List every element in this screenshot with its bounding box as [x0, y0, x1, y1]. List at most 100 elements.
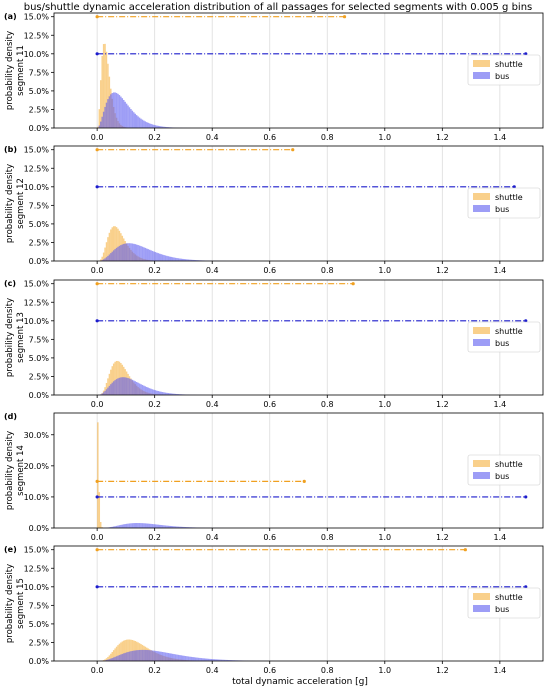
bus-bar	[142, 120, 143, 128]
bus-bar	[117, 656, 118, 661]
bus-bar	[130, 109, 131, 128]
bus-bar	[122, 244, 123, 261]
x-tick-label: 0.4	[206, 666, 219, 675]
y-tick-label: 5.0%	[29, 620, 50, 629]
bus-range-marker	[96, 185, 99, 188]
bus-bar	[130, 651, 131, 661]
bus-bar	[158, 525, 159, 528]
y-tick-label: 10.0%	[24, 50, 50, 59]
bus-bar	[162, 392, 163, 395]
x-tick-label: 0.2	[148, 533, 161, 542]
shuttle-range-marker	[96, 282, 99, 285]
shuttle-range-marker	[303, 480, 306, 483]
bus-bar	[155, 390, 156, 395]
bus-bar	[170, 654, 171, 661]
x-tick-label: 1.4	[493, 400, 506, 409]
bus-bar	[124, 377, 125, 395]
bus-bar	[112, 658, 113, 661]
y-axis-label: probability density	[5, 164, 15, 243]
x-tick-label: 0.4	[206, 133, 219, 142]
x-tick-label: 1.0	[378, 666, 391, 675]
bus-bar	[122, 98, 123, 128]
bus-bar	[101, 117, 102, 128]
y-tick-label: 20.0%	[24, 462, 50, 471]
bus-bar	[130, 243, 131, 261]
y-tick-label: 10.0%	[24, 317, 50, 326]
bus-bar	[142, 247, 143, 261]
legend-swatch-bus	[473, 472, 490, 479]
bus-bar	[150, 124, 151, 128]
bus-bar	[194, 657, 195, 661]
bus-bar	[104, 391, 105, 395]
y-tick-label: 2.5%	[29, 372, 50, 381]
bus-bar	[137, 523, 138, 528]
bus-bar	[143, 650, 144, 661]
bus-bar	[124, 653, 125, 661]
legend-label-shuttle: shuttle	[495, 593, 523, 602]
bus-bar	[129, 523, 130, 528]
bus-bar	[117, 247, 118, 261]
bus-bar	[123, 524, 124, 528]
legend-label-bus: bus	[495, 205, 509, 214]
bus-bar	[133, 244, 134, 261]
bus-bar	[120, 245, 121, 261]
y-tick-label: 0.0%	[29, 124, 50, 133]
bus-bar	[146, 650, 147, 661]
y-axis-sublabel: segment 15	[16, 578, 26, 629]
bus-bar	[147, 123, 148, 128]
bus-bar	[133, 651, 134, 661]
x-tick-label: 0.0	[91, 533, 104, 542]
bus-bar	[147, 650, 148, 661]
series-bus	[99, 243, 246, 261]
bus-bar	[140, 523, 141, 528]
bus-bar	[116, 656, 117, 661]
bus-bar	[114, 92, 115, 128]
bus-bar	[175, 258, 176, 261]
shuttle-bar	[100, 522, 101, 528]
bus-bar	[104, 107, 105, 128]
y-tick-label: 12.5%	[24, 564, 50, 573]
bus-bar	[155, 651, 156, 661]
bus-bar	[122, 377, 123, 395]
bus-bar	[126, 243, 127, 261]
bus-bar	[132, 523, 133, 528]
bus-bar	[143, 247, 144, 261]
x-tick-label: 0.6	[263, 400, 276, 409]
bus-bar	[145, 248, 146, 261]
x-tick-label: 0.8	[321, 666, 334, 675]
bus-bar	[120, 654, 121, 661]
bus-bar	[155, 524, 156, 528]
bus-bar	[122, 654, 123, 661]
bus-bar	[124, 244, 125, 261]
legend-label-bus: bus	[495, 605, 509, 614]
x-tick-label: 0.0	[91, 666, 104, 675]
y-tick-label: 5.0%	[29, 220, 50, 229]
bus-bar	[153, 125, 154, 128]
series-bus	[97, 92, 201, 128]
bus-bar	[116, 248, 117, 261]
bus-bar	[135, 381, 136, 395]
y-tick-label: 10.0%	[24, 493, 50, 502]
bus-bar	[127, 243, 128, 261]
bus-bar	[142, 523, 143, 528]
bus-bar	[159, 391, 160, 395]
series-bus	[100, 650, 303, 661]
bus-bar	[176, 258, 177, 261]
bus-bar	[159, 651, 160, 661]
x-tick-label: 1.2	[436, 266, 449, 275]
bus-bar	[100, 122, 101, 128]
bus-bar	[124, 524, 125, 528]
bus-bar	[113, 657, 114, 661]
bus-range-marker	[96, 319, 99, 322]
bus-bar	[119, 378, 120, 395]
bus-bar	[166, 256, 167, 261]
bus-bar	[160, 525, 161, 528]
bus-bar	[152, 524, 153, 528]
panel-label: (d)	[4, 412, 17, 421]
bus-bar	[149, 123, 150, 128]
y-tick-label: 0.0%	[29, 391, 50, 400]
legend-swatch-bus	[473, 339, 490, 346]
bus-bar	[120, 377, 121, 395]
